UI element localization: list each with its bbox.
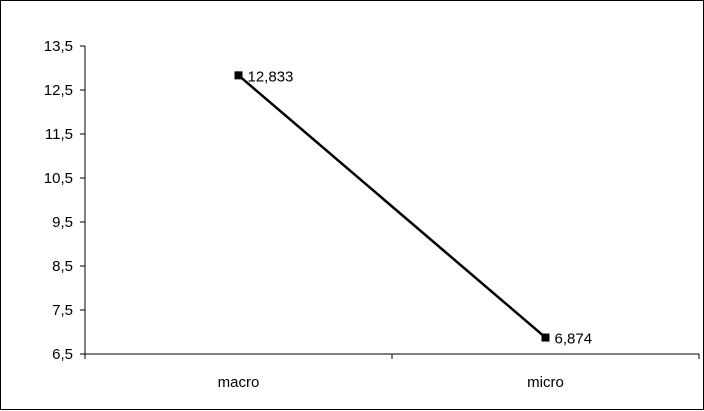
series-line (237, 74, 547, 339)
x-tick-label: macro (218, 374, 260, 391)
y-tick-label: 7,5 (52, 302, 73, 319)
data-point-marker (234, 71, 243, 80)
y-tick-label: 9,5 (52, 214, 73, 231)
series (234, 71, 550, 342)
y-tick-label: 8,5 (52, 258, 73, 275)
data-label: 6,874 (555, 331, 593, 348)
y-tick-label: 6,5 (52, 346, 73, 363)
x-axis-ticks: macro micro (84, 354, 700, 391)
data-label: 12,833 (248, 68, 294, 85)
y-tick-label: 13,5 (44, 38, 73, 55)
y-tick-label: 10,5 (44, 170, 73, 187)
data-labels: 12,833 6,874 (248, 68, 593, 347)
y-tick-label: 11,5 (45, 126, 73, 143)
axes (84, 46, 699, 355)
data-point-marker (541, 333, 550, 342)
y-axis-ticks: 6,5 7,5 8,5 9,5 10,5 11,5 12,5 13,5 (44, 38, 85, 363)
y-tick-label: 12,5 (44, 82, 73, 99)
x-tick-label: micro (527, 374, 564, 391)
